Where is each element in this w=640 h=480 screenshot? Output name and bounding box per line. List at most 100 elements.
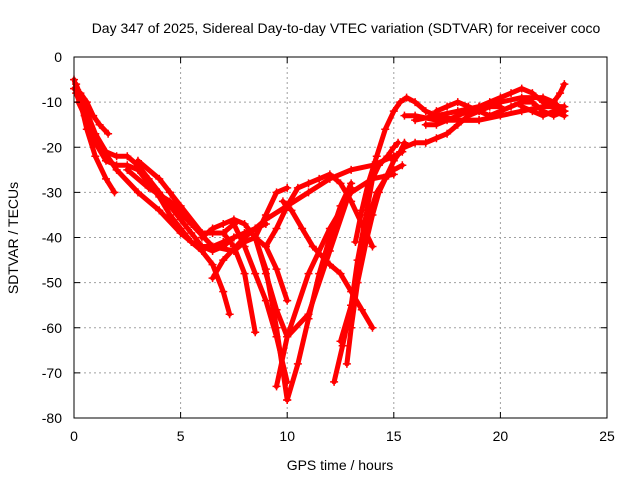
data-point-marker <box>283 377 292 386</box>
data-point-marker <box>293 183 302 192</box>
series-layer <box>70 75 569 404</box>
data-point-marker <box>251 233 260 242</box>
data-point-marker <box>283 395 292 404</box>
data-point-marker <box>272 265 281 274</box>
x-tick-label: 15 <box>386 428 402 444</box>
data-point-marker <box>283 332 292 341</box>
data-point-marker <box>91 152 100 161</box>
data-point-marker <box>432 134 441 143</box>
data-point-marker <box>368 242 377 251</box>
data-point-marker <box>219 219 228 228</box>
data-point-marker <box>304 188 313 197</box>
data-point-marker <box>155 174 164 183</box>
data-point-marker <box>411 138 420 147</box>
data-point-marker <box>298 224 307 233</box>
series-trace <box>344 140 407 367</box>
data-point-marker <box>315 269 324 278</box>
data-point-marker <box>293 359 302 368</box>
data-point-marker <box>496 93 505 102</box>
data-point-marker <box>485 98 494 107</box>
data-point-marker <box>123 152 132 161</box>
data-point-marker <box>443 102 452 111</box>
data-point-marker <box>374 188 383 197</box>
series-arc-19 <box>336 138 403 346</box>
data-point-marker <box>402 93 411 102</box>
y-tick-label: -60 <box>42 320 62 336</box>
data-point-marker <box>197 233 206 242</box>
data-point-marker <box>304 314 313 323</box>
data-point-marker <box>272 188 281 197</box>
data-point-marker <box>528 98 537 107</box>
data-point-marker <box>453 98 462 107</box>
data-point-marker <box>272 224 281 233</box>
data-point-marker <box>133 156 142 165</box>
data-point-marker <box>560 80 569 89</box>
data-point-marker <box>517 102 526 111</box>
data-point-marker <box>353 278 362 287</box>
data-point-marker <box>347 323 356 332</box>
y-tick-label: -40 <box>42 230 62 246</box>
data-point-marker <box>104 129 113 138</box>
data-point-marker <box>443 116 452 125</box>
data-point-marker <box>219 238 228 247</box>
data-point-marker <box>432 120 441 129</box>
data-point-marker <box>338 341 347 350</box>
data-point-marker <box>336 179 345 188</box>
data-point-marker <box>400 111 409 120</box>
data-point-marker <box>165 188 174 197</box>
data-point-marker <box>325 260 334 269</box>
data-point-marker <box>549 98 558 107</box>
data-point-marker <box>443 129 452 138</box>
x-tick-label: 10 <box>279 428 295 444</box>
data-point-marker <box>453 111 462 120</box>
data-point-marker <box>208 274 217 283</box>
y-tick-label: -20 <box>42 139 62 155</box>
data-point-marker <box>421 120 430 129</box>
data-point-marker <box>347 165 356 174</box>
data-point-marker <box>229 219 238 228</box>
data-point-marker <box>315 174 324 183</box>
data-point-marker <box>304 179 313 188</box>
series-arc-11 <box>229 219 292 386</box>
data-point-marker <box>208 260 217 269</box>
data-point-marker <box>101 174 110 183</box>
data-point-marker <box>539 111 548 120</box>
grid-layer <box>74 57 607 418</box>
data-point-marker <box>308 242 317 251</box>
data-point-marker <box>372 152 381 161</box>
y-tick-label: -80 <box>42 410 62 426</box>
data-point-marker <box>272 332 281 341</box>
data-point-marker <box>283 183 292 192</box>
data-point-marker <box>549 107 558 116</box>
series-trace <box>231 221 290 385</box>
data-point-marker <box>176 228 185 237</box>
data-point-marker <box>336 337 345 346</box>
data-point-marker <box>187 228 196 237</box>
data-point-marker <box>95 120 104 129</box>
data-point-marker <box>389 143 398 152</box>
data-point-marker <box>464 102 473 111</box>
data-point-marker <box>229 233 238 242</box>
data-point-marker <box>278 197 287 206</box>
data-point-marker <box>240 242 249 251</box>
data-point-marker <box>133 165 142 174</box>
y-tick-label: -10 <box>42 94 62 110</box>
series-arc-5 <box>74 98 234 319</box>
data-point-marker <box>475 116 484 125</box>
data-point-marker <box>347 179 356 188</box>
data-point-marker <box>421 107 430 116</box>
data-point-marker <box>272 305 281 314</box>
data-point-marker <box>485 111 494 120</box>
series-arc-27 <box>539 80 569 111</box>
data-point-marker <box>517 84 526 93</box>
x-axis-title: GPS time / hours <box>287 457 394 473</box>
data-point-marker <box>396 98 405 107</box>
data-point-marker <box>336 201 345 210</box>
y-tick-label: -30 <box>42 184 62 200</box>
x-tick-label: 5 <box>177 428 185 444</box>
data-point-marker <box>112 165 121 174</box>
y-tick-label: -50 <box>42 275 62 291</box>
data-point-marker <box>507 89 516 98</box>
